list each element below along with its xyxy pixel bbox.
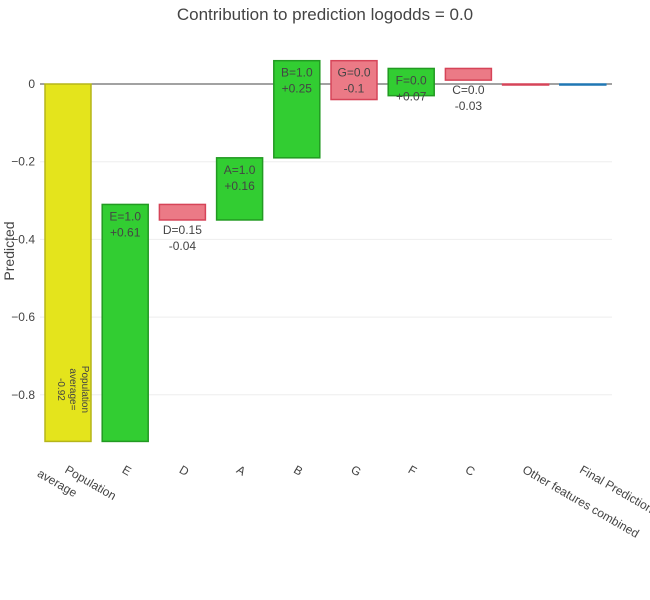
x-tick-label: A	[234, 462, 248, 478]
bar-label: -0.1	[344, 82, 365, 96]
bar-label: Population	[79, 366, 90, 413]
x-tick-label: G	[349, 462, 364, 479]
bar-label: F=0.0	[396, 73, 427, 87]
bar-label: E=1.0	[109, 209, 141, 223]
waterfall-bar	[330, 59, 378, 101]
y-tick-label: −0.2	[11, 155, 35, 169]
bar-label: +0.61	[110, 225, 141, 239]
y-tick-label: −0.4	[11, 232, 35, 246]
x-tick-label-group: E	[120, 462, 134, 478]
waterfall-bar	[101, 203, 149, 443]
y-tick-label: −0.6	[11, 310, 35, 324]
bar-label: D=0.15	[163, 223, 202, 237]
bar-label: -0.03	[455, 99, 483, 113]
x-tick-label-group: C	[463, 462, 478, 479]
y-tick-label: −0.8	[11, 388, 35, 402]
bar-label: +0.07	[396, 89, 427, 103]
x-tick-label: B	[291, 462, 305, 478]
bar-label: -0.04	[169, 239, 197, 253]
bar-label: +0.25	[282, 82, 313, 96]
bar-label: +0.16	[224, 179, 255, 193]
bar-layer	[44, 59, 607, 443]
waterfall-bar	[273, 59, 321, 159]
chart-title: Contribution to prediction logodds = 0.0	[177, 5, 473, 24]
y-tick-layer: 0 −0.2 −0.4 −0.6 −0.8	[11, 77, 35, 402]
bar-label: -0.92	[55, 378, 66, 401]
waterfall-bar	[215, 157, 264, 221]
x-tick-label: C	[463, 462, 478, 479]
x-tick-label: E	[120, 462, 134, 478]
y-tick-label: 0	[28, 77, 35, 91]
waterfall-bar	[158, 203, 207, 221]
x-tick-label-group: G	[349, 462, 364, 479]
waterfall-bar	[444, 67, 493, 81]
bar-label: B=1.0	[281, 66, 313, 80]
bar-label: G=0.0	[337, 66, 370, 80]
x-tick-label-group: B	[291, 462, 305, 478]
waterfall-bar	[387, 67, 435, 97]
waterfall-bar	[559, 83, 607, 86]
bar-label: A=1.0	[224, 163, 256, 177]
waterfall-bar	[44, 83, 92, 443]
x-tick-label-group: D	[177, 462, 192, 479]
x-tick-label-group: A	[234, 462, 248, 478]
waterfall-bar	[501, 83, 550, 86]
x-tick-label-group: F	[406, 462, 419, 478]
x-tick-label: F	[406, 462, 419, 478]
bar-label: C=0.0	[452, 83, 485, 97]
y-axis-title: Predicted	[1, 221, 17, 280]
bar-label: average=	[67, 368, 78, 410]
x-tick-label: D	[177, 462, 192, 479]
